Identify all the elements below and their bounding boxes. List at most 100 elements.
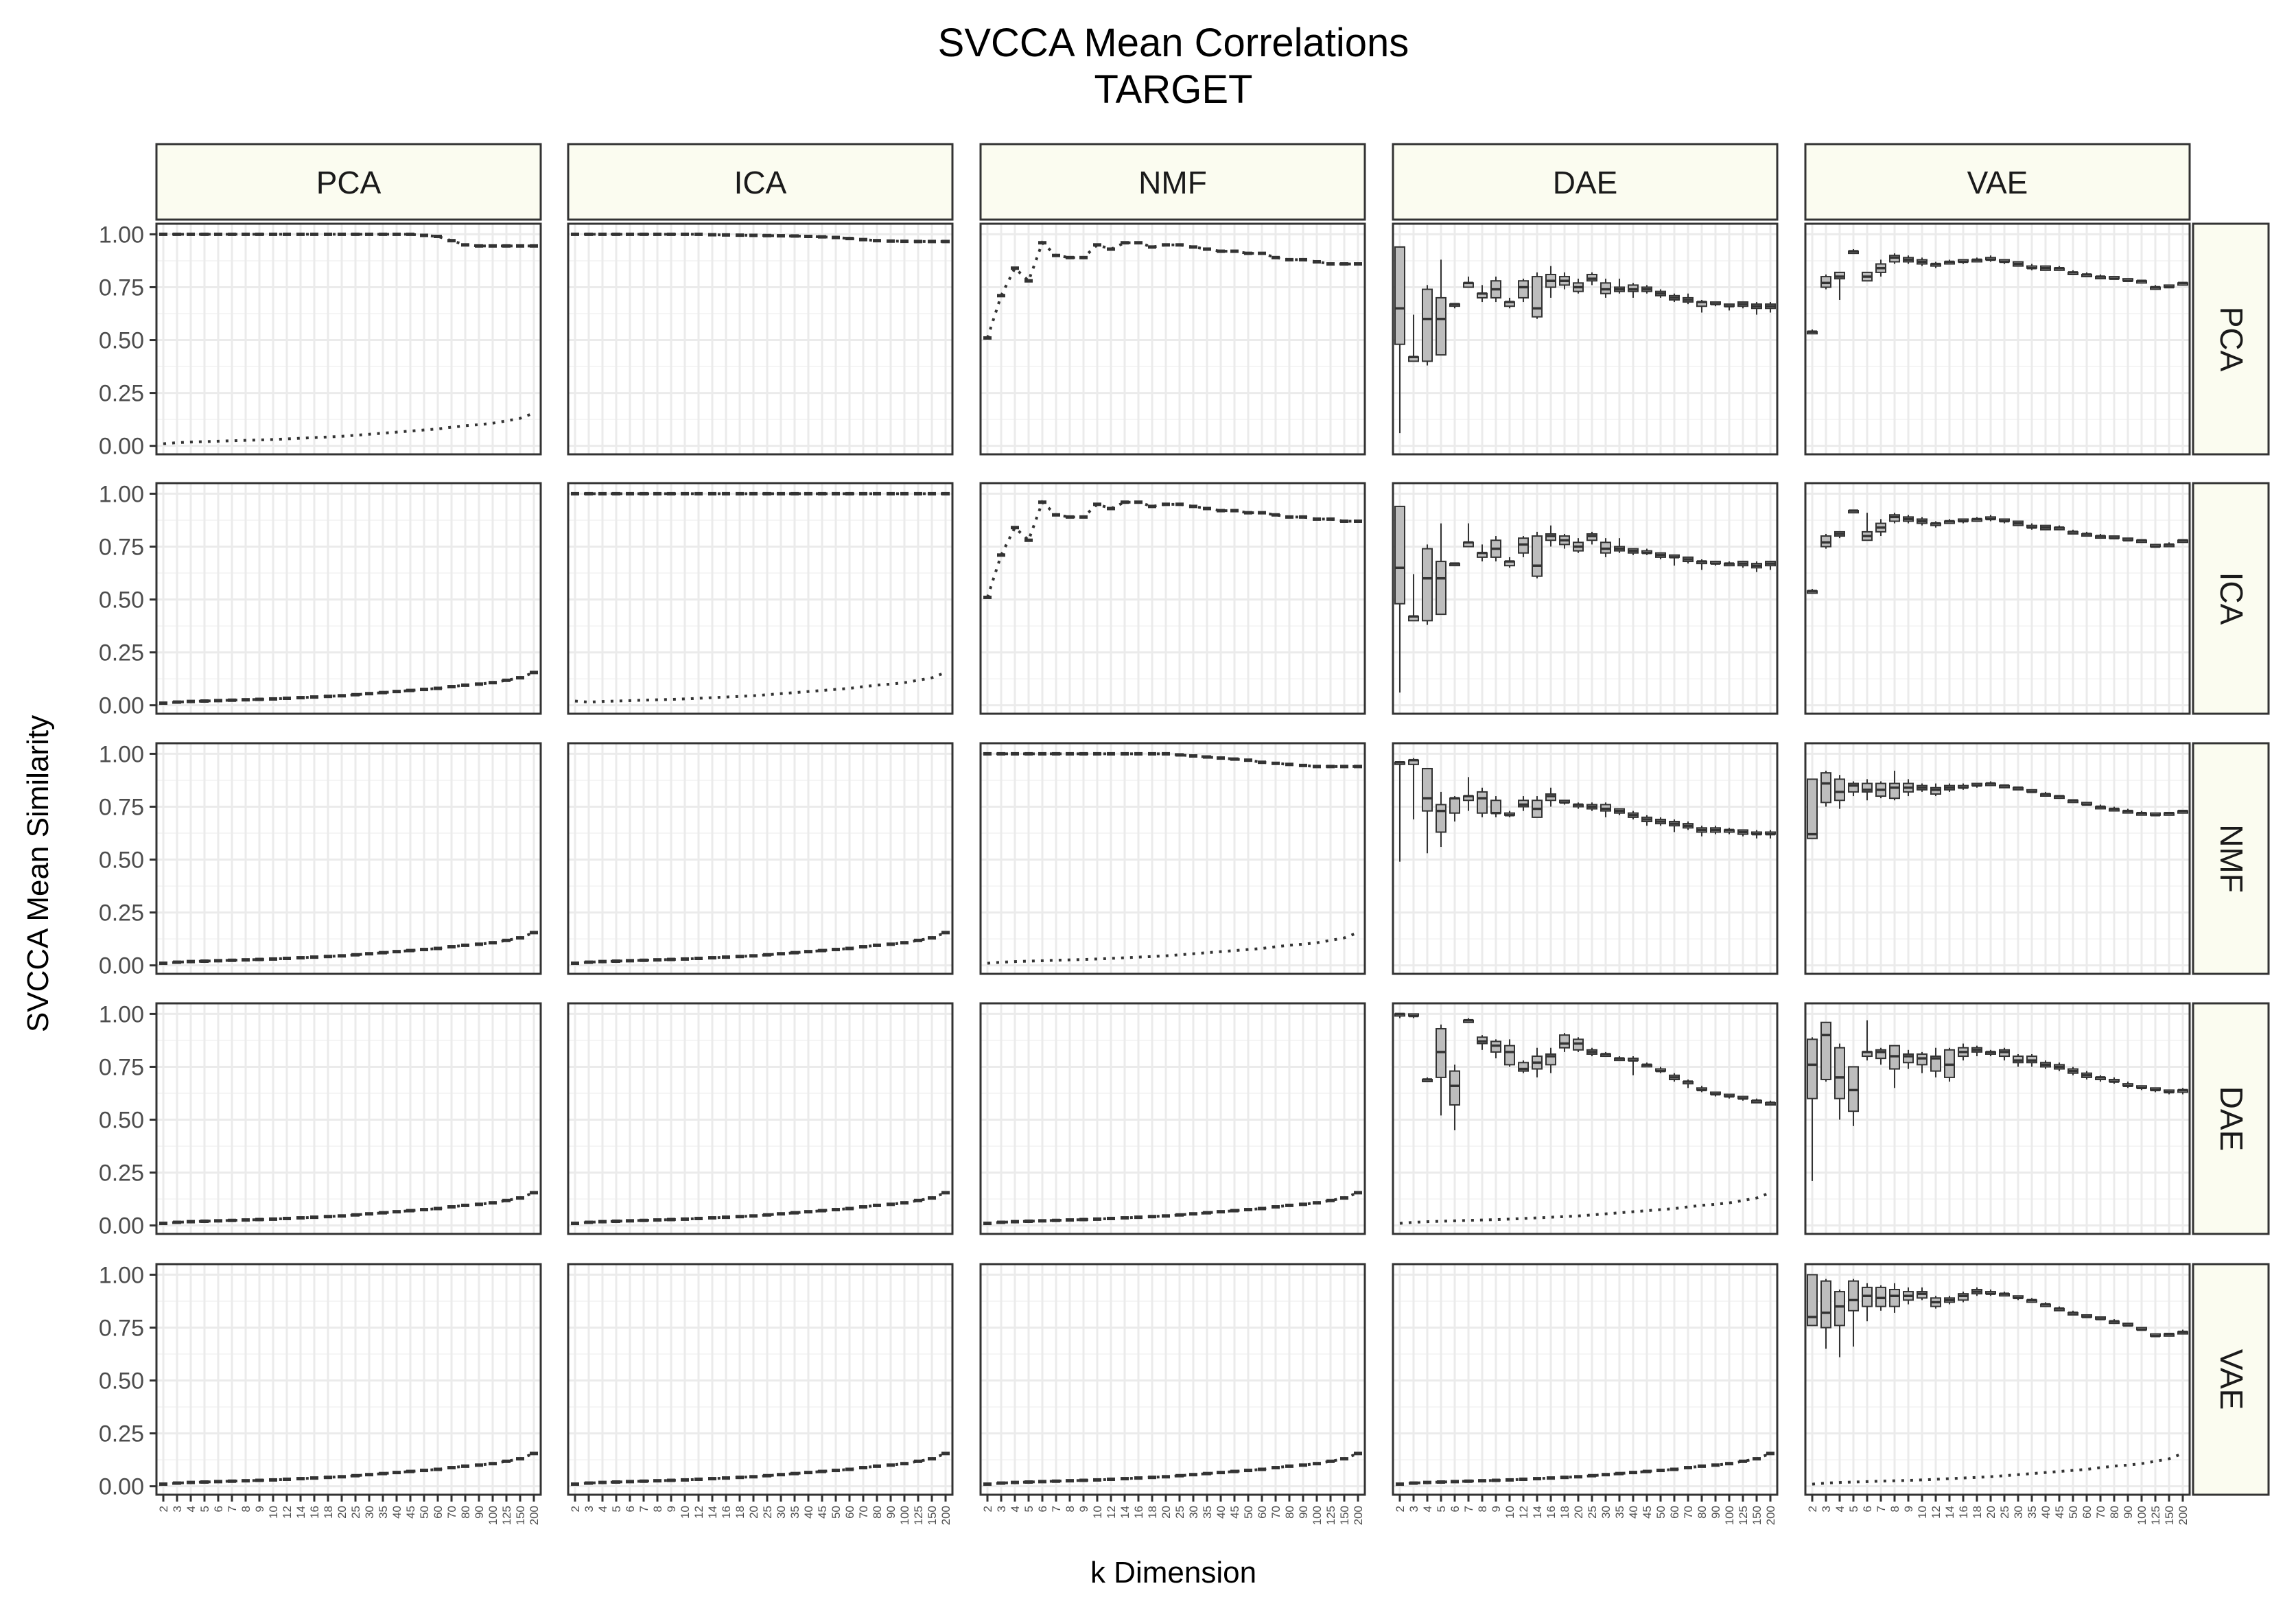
median-mark bbox=[269, 232, 277, 236]
median-mark bbox=[1519, 1477, 1527, 1481]
col-strip-label-ica: ICA bbox=[734, 165, 787, 200]
median-mark bbox=[406, 232, 414, 236]
median-mark bbox=[845, 237, 854, 241]
panel-dae-vae bbox=[1804, 1002, 2191, 1235]
median-mark bbox=[283, 1477, 291, 1481]
median-mark bbox=[997, 294, 1005, 298]
median-mark bbox=[1272, 761, 1280, 765]
median-mark bbox=[1107, 247, 1115, 251]
median-mark bbox=[626, 1219, 634, 1223]
box-iqr bbox=[1436, 804, 1446, 833]
median-mark bbox=[516, 1196, 524, 1200]
x-tick-label: 30 bbox=[775, 1506, 788, 1519]
panel-background bbox=[568, 743, 952, 974]
x-tick-label: 150 bbox=[926, 1506, 939, 1525]
y-tick-label: 0.25 bbox=[99, 1161, 144, 1187]
median-mark bbox=[1189, 1212, 1197, 1216]
median-mark bbox=[1079, 751, 1088, 756]
median-mark bbox=[681, 232, 689, 236]
median-mark bbox=[1203, 1471, 1211, 1476]
panel-nmf-ica bbox=[567, 742, 954, 975]
box-iqr bbox=[1834, 1047, 1845, 1099]
median-mark bbox=[489, 681, 497, 685]
median-mark bbox=[708, 956, 716, 960]
median-mark bbox=[640, 1479, 648, 1483]
y-tick-label: 1.00 bbox=[99, 1001, 144, 1027]
median-mark bbox=[708, 491, 716, 495]
panel-nmf-dae bbox=[1392, 742, 1779, 975]
x-tick-label: 200 bbox=[1764, 1506, 1777, 1525]
median-mark bbox=[1354, 1451, 1362, 1456]
panel-dae-pca: 0.00 0.25 0.50 0.75 1.00 bbox=[99, 1001, 542, 1239]
median-mark bbox=[1272, 255, 1280, 259]
median-mark bbox=[159, 701, 167, 705]
median-mark bbox=[928, 240, 936, 244]
x-tick-label: 7 bbox=[637, 1506, 651, 1512]
median-mark bbox=[173, 232, 181, 236]
median-mark bbox=[997, 1220, 1005, 1224]
x-tick-label: 9 bbox=[1902, 1506, 1915, 1512]
median-mark bbox=[1107, 1216, 1115, 1220]
x-tick-label: 70 bbox=[2094, 1506, 2107, 1519]
median-mark bbox=[694, 1477, 703, 1481]
median-mark bbox=[1244, 758, 1252, 762]
median-mark bbox=[447, 685, 456, 689]
median-mark bbox=[1588, 1473, 1596, 1478]
median-mark bbox=[475, 1202, 483, 1206]
median-mark bbox=[818, 235, 826, 239]
col-strip-pca bbox=[155, 143, 542, 221]
median-mark bbox=[310, 1476, 318, 1480]
median-mark bbox=[1340, 262, 1348, 266]
median-mark bbox=[187, 1480, 195, 1484]
x-tick-label: 3 bbox=[583, 1506, 596, 1512]
median-mark bbox=[1560, 1476, 1569, 1480]
panel-background bbox=[981, 224, 1365, 454]
median-mark bbox=[1409, 1481, 1418, 1485]
median-mark bbox=[1066, 751, 1074, 756]
row-strip-pca bbox=[2192, 222, 2270, 456]
median-mark bbox=[736, 1476, 744, 1480]
x-tick-label: 50 bbox=[1654, 1506, 1667, 1519]
median-mark bbox=[1066, 1218, 1074, 1222]
median-mark bbox=[530, 1191, 538, 1195]
median-mark bbox=[571, 961, 579, 966]
median-mark bbox=[859, 945, 867, 949]
median-mark bbox=[475, 682, 483, 686]
median-mark bbox=[832, 235, 840, 240]
y-tick-label: 0.25 bbox=[99, 381, 144, 407]
y-tick-label: 0.50 bbox=[99, 587, 144, 614]
median-mark bbox=[873, 491, 881, 495]
median-mark bbox=[1244, 511, 1252, 515]
median-mark bbox=[1698, 1464, 1706, 1468]
median-mark bbox=[708, 1477, 716, 1481]
x-tick-label: 2 bbox=[569, 1506, 582, 1512]
median-mark bbox=[873, 943, 881, 947]
box-iqr bbox=[1518, 280, 1529, 299]
x-tick-label: 7 bbox=[1462, 1506, 1475, 1512]
median-mark bbox=[1189, 245, 1197, 249]
y-tick-label: 1.00 bbox=[99, 741, 144, 767]
median-mark bbox=[1011, 526, 1019, 530]
x-tick-label: 14 bbox=[1118, 1506, 1132, 1519]
row-strip-label-vae: VAE bbox=[2214, 1349, 2249, 1410]
median-mark bbox=[1396, 1482, 1404, 1486]
facet-grid: PCA ICA NMF DAE VAEPCAICANMFDAEVAE0.000.250.… bbox=[99, 143, 2270, 1525]
median-mark bbox=[777, 234, 785, 238]
median-mark bbox=[1299, 1202, 1307, 1206]
median-mark bbox=[214, 1480, 222, 1484]
median-mark bbox=[1052, 253, 1060, 257]
x-tick-label: 14 bbox=[1531, 1506, 1544, 1519]
x-tick-label: 45 bbox=[816, 1506, 829, 1519]
median-mark bbox=[790, 1211, 799, 1215]
x-tick-label: 45 bbox=[1641, 1506, 1654, 1519]
median-mark bbox=[598, 1220, 607, 1224]
median-mark bbox=[489, 244, 497, 248]
panel-background bbox=[568, 483, 952, 714]
median-mark bbox=[1121, 751, 1129, 756]
x-tick-label: 30 bbox=[2012, 1506, 2025, 1519]
row-strip-dae bbox=[2192, 1002, 2270, 1235]
median-mark bbox=[1492, 1478, 1500, 1482]
median-mark bbox=[1285, 515, 1293, 519]
median-mark bbox=[585, 1481, 593, 1485]
panel-border bbox=[1804, 742, 2191, 975]
